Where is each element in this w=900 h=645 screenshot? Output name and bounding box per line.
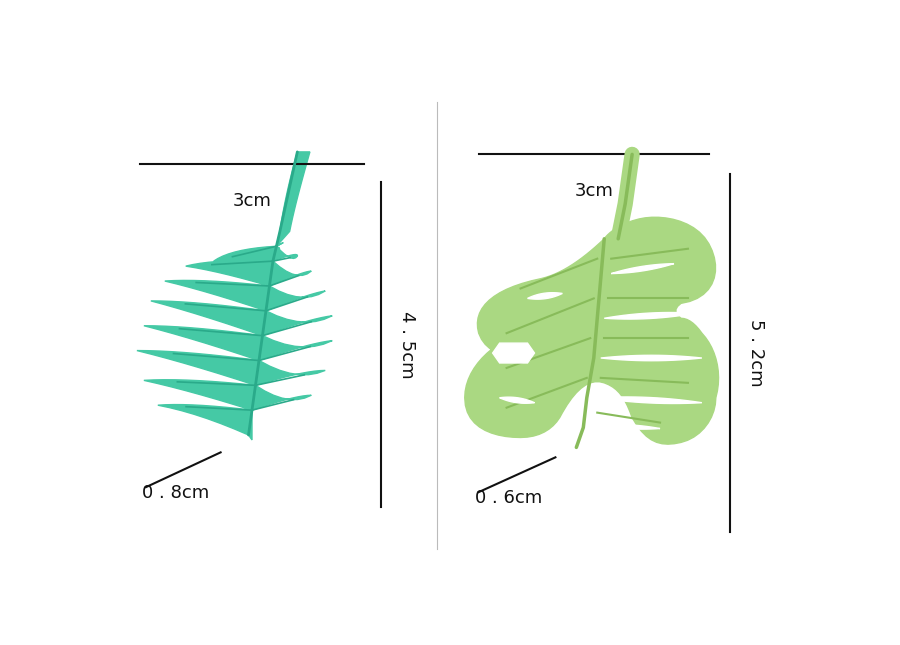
Polygon shape [464,217,718,444]
Polygon shape [598,424,660,429]
Text: 5 . 2cm: 5 . 2cm [747,319,765,387]
Polygon shape [500,397,535,403]
Polygon shape [601,355,702,361]
Polygon shape [137,152,332,440]
Polygon shape [492,343,535,363]
Polygon shape [604,313,695,319]
Polygon shape [598,397,702,404]
Text: 4 . 5cm: 4 . 5cm [399,310,417,378]
Polygon shape [611,264,674,273]
Text: 3cm: 3cm [232,192,272,210]
Text: 3cm: 3cm [574,182,613,200]
Text: 0 . 8cm: 0 . 8cm [142,484,210,502]
Text: 0 . 6cm: 0 . 6cm [475,489,543,507]
Polygon shape [527,293,562,299]
